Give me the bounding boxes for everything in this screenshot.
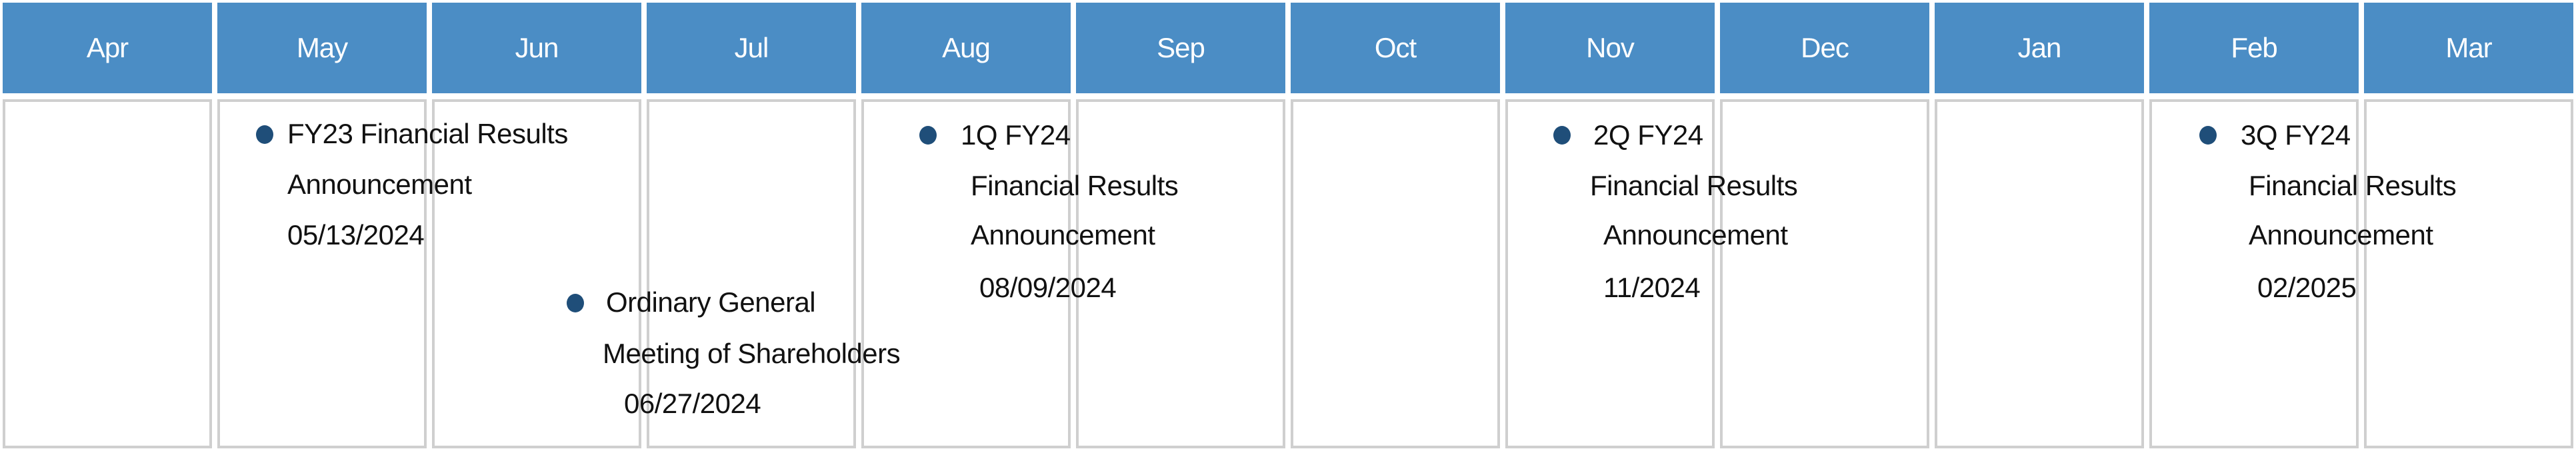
bullet-icon [2199, 126, 2217, 145]
month-cell-dec [1720, 99, 1929, 448]
event-text-line: 08/09/2024 [979, 272, 1117, 303]
month-header-jul: Jul [647, 3, 856, 93]
event-text-line: Financial Results [971, 170, 1179, 201]
event-text-line: Financial Results [1590, 170, 1798, 201]
event-text-line: 11/2024 [1603, 272, 1701, 303]
month-header-dec: Dec [1720, 3, 1929, 93]
bullet-icon [919, 126, 937, 145]
month-cell-jun [432, 99, 641, 448]
event-text-line: Announcement [2249, 219, 2433, 250]
event-text-line: 2Q FY24 [1593, 119, 1703, 151]
event-text-line: 02/2025 [2257, 272, 2357, 303]
month-cell-sep [1076, 99, 1285, 448]
event-text-line: Announcement [287, 169, 472, 200]
month-header-apr: Apr [3, 3, 212, 93]
event-text-line: Announcement [971, 219, 1155, 250]
bullet-icon [256, 125, 273, 144]
month-header-sep: Sep [1076, 3, 1285, 93]
month-cell-mar [2364, 99, 2573, 448]
month-cell-jan [1935, 99, 2144, 448]
event-text-line: FY23 Financial Results [287, 118, 568, 149]
event-text-line: Announcement [1603, 219, 1788, 250]
month-header-aug: Aug [861, 3, 1071, 93]
event-text-line: Financial Results [2249, 170, 2457, 201]
month-header-nov: Nov [1505, 3, 1715, 93]
bullet-icon [567, 294, 584, 312]
month-header-mar: Mar [2364, 3, 2573, 93]
event-text-line: 06/27/2024 [624, 388, 761, 419]
month-header-may: May [217, 3, 427, 93]
event-text-line: Ordinary General [606, 286, 816, 318]
month-cell-may [217, 99, 427, 448]
month-cell-oct [1291, 99, 1500, 448]
month-header-jun: Jun [432, 3, 641, 93]
month-cell-feb [2149, 99, 2359, 448]
bullet-icon [1553, 126, 1571, 145]
event-text-line: Meeting of Shareholders [603, 338, 901, 369]
month-cell-nov [1505, 99, 1715, 448]
month-header-jan: Jan [1935, 3, 2144, 93]
month-cell-apr [3, 99, 212, 448]
month-header-feb: Feb [2149, 3, 2359, 93]
event-text-line: 1Q FY24 [961, 119, 1071, 151]
event-text-line: 05/13/2024 [287, 219, 425, 250]
event-text-line: 3Q FY24 [2241, 119, 2351, 151]
month-cell-aug [861, 99, 1071, 448]
month-cell-jul [647, 99, 856, 448]
month-header-oct: Oct [1291, 3, 1500, 93]
